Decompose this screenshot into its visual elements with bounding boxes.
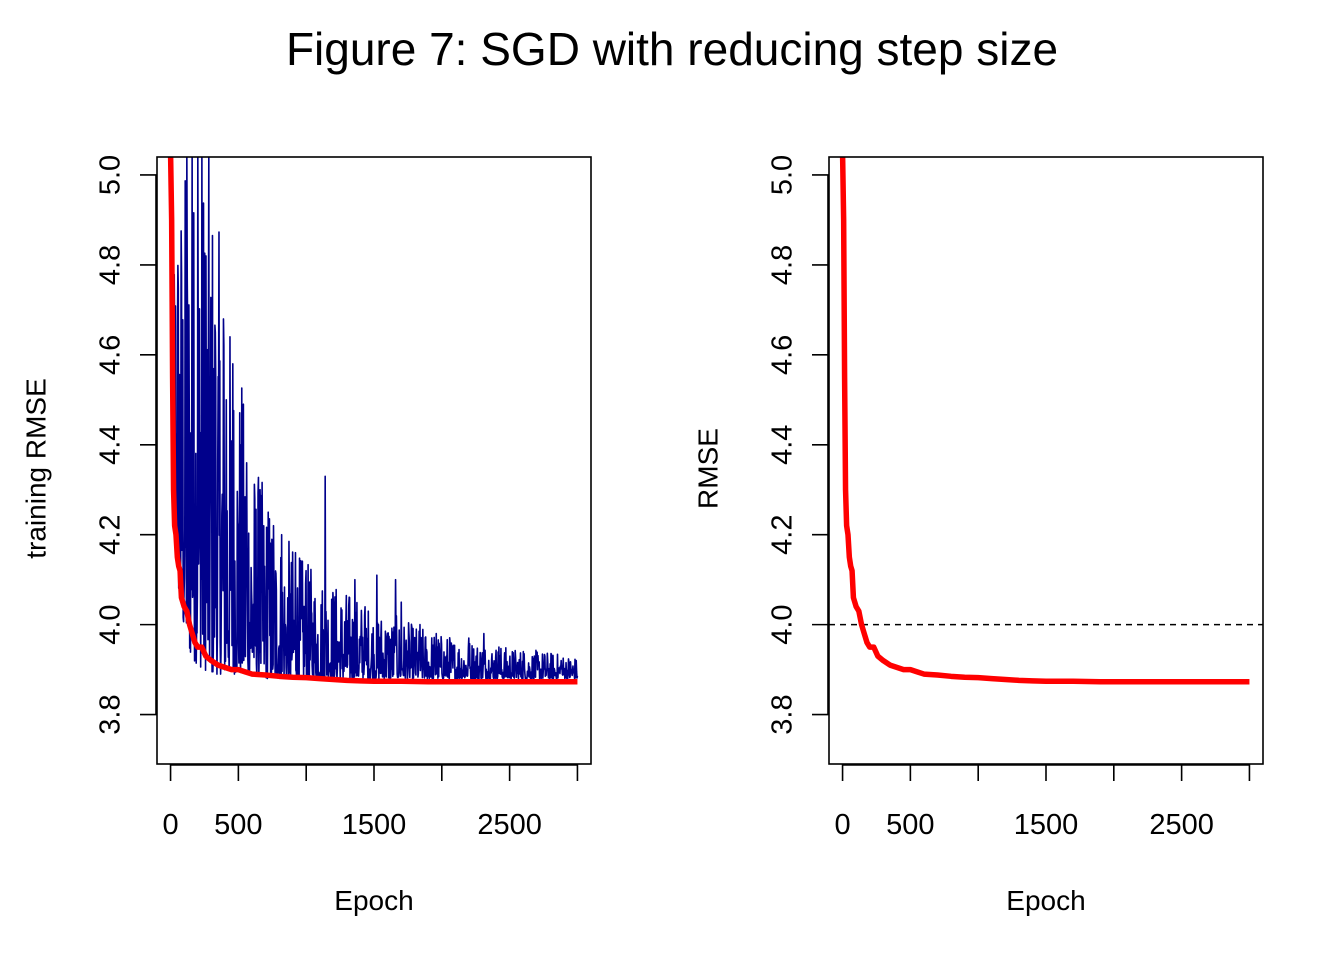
x-tick-label: 0	[162, 809, 178, 841]
y-tick-label: 4.0	[767, 604, 799, 644]
y-tick-label: 4.2	[767, 515, 799, 555]
y-axis-title: RMSE	[692, 428, 723, 509]
plot-area	[829, 157, 1263, 685]
y-tick-label: 4.8	[767, 245, 799, 285]
y-tick-label: 4.4	[95, 425, 127, 465]
noisy-series-line	[169, 157, 579, 680]
x-axis-title: Epoch	[334, 885, 413, 916]
x-tick-label: 0	[834, 809, 850, 841]
figure-title: Figure 7: SGD with reducing step size	[285, 23, 1059, 75]
x-tick-label: 2500	[477, 809, 542, 841]
left-panel-training-rmse: 0 500 1500 2500 3.8 4.0 4.2 4.4 4.6 4.8 5.0 Epoch tr…	[20, 155, 592, 916]
plot-frame	[828, 156, 1264, 765]
average-series-line	[167, 157, 578, 685]
x-tick-label: 1500	[1014, 809, 1079, 841]
y-tick-label: 4.6	[95, 335, 127, 375]
right-panel-rmse: 0 500 1500 2500 3.8 4.0 4.2 4.4 4.6 4.8 5.0 Epoch RM…	[692, 155, 1264, 916]
x-axis-title: Epoch	[1006, 885, 1085, 916]
x-tick-label: 500	[214, 809, 262, 841]
y-tick-label: 5.0	[767, 155, 799, 195]
y-tick-label: 3.8	[95, 694, 127, 734]
y-tick-label: 4.8	[95, 245, 127, 285]
y-tick-label: 4.0	[95, 604, 127, 644]
y-axis-title: training RMSE	[20, 378, 51, 559]
y-tick-label: 4.2	[95, 515, 127, 555]
x-tick-label: 500	[886, 809, 934, 841]
x-tick-label: 2500	[1149, 809, 1214, 841]
plot-area	[167, 157, 579, 685]
y-tick-label: 5.0	[95, 155, 127, 195]
x-tick-label: 1500	[342, 809, 407, 841]
y-tick-label: 4.6	[767, 335, 799, 375]
average-series-line	[839, 157, 1250, 685]
y-tick-label: 4.4	[767, 425, 799, 465]
y-tick-label: 3.8	[767, 694, 799, 734]
